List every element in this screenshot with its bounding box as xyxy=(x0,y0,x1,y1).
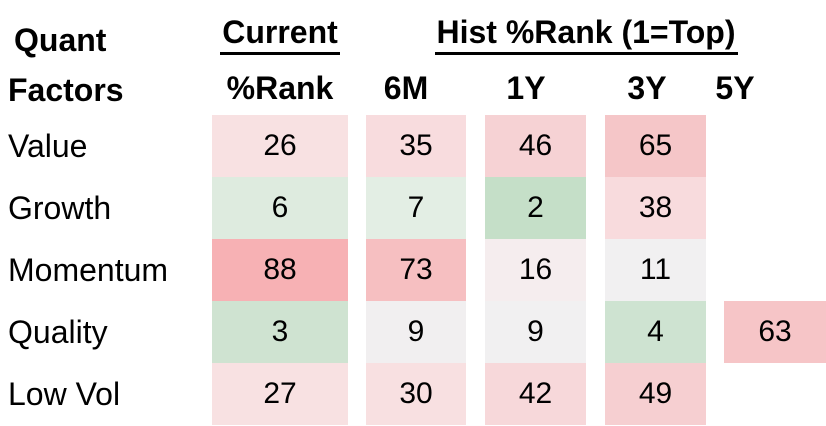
heatmap-cell-growth-1y: 2 xyxy=(485,177,586,239)
heatmap-cell-quality-5y: 63 xyxy=(724,301,826,363)
heatmap-cell-momentum-3y: 11 xyxy=(605,239,706,301)
heatmap-cell-value-6m: 35 xyxy=(366,115,466,177)
heatmap-cell-momentum-1y: 16 xyxy=(485,239,586,301)
heatmap-cell-value-current-rank: 26 xyxy=(212,115,348,177)
column-header-3y: 3Y xyxy=(627,70,667,106)
current-percent-rank-header: %Rank xyxy=(226,70,334,106)
heatmap-cell-low-vol-6m: 30 xyxy=(366,363,466,425)
heatmap-cell-quality-current-rank: 3 xyxy=(212,301,348,363)
hist-group-header: Hist %Rank (1=Top) xyxy=(366,14,806,55)
column-header-6m: 6M xyxy=(383,70,429,106)
row-label-quality: Quality xyxy=(8,314,108,350)
column-header-5y: 5Y xyxy=(715,70,755,106)
heatmap-cell-quality-1y: 9 xyxy=(485,301,586,363)
heatmap-cell-momentum-6m: 73 xyxy=(366,239,466,301)
current-group-header: Current xyxy=(212,14,348,55)
heatmap-cell-low-vol-3y: 49 xyxy=(605,363,706,425)
column-header-1y: 1Y xyxy=(506,70,546,106)
heatmap-cell-low-vol-current-rank: 27 xyxy=(212,363,348,425)
current-group-label: Current xyxy=(220,14,340,55)
row-label-momentum: Momentum xyxy=(8,252,169,288)
heatmap-cell-quality-3y: 4 xyxy=(605,301,706,363)
heatmap-cell-growth-current-rank: 6 xyxy=(212,177,348,239)
row-label-low-vol: Low Vol xyxy=(8,376,121,412)
heatmap-cell-growth-3y: 38 xyxy=(605,177,706,239)
row-label-growth: Growth xyxy=(8,190,112,226)
hist-group-label: Hist %Rank (1=Top) xyxy=(434,14,738,55)
heatmap-cell-value-1y: 46 xyxy=(485,115,586,177)
table-title-line2: Factors xyxy=(8,72,124,108)
heatmap-cell-growth-6m: 7 xyxy=(366,177,466,239)
row-label-value: Value xyxy=(8,128,88,164)
heatmap-cell-quality-6m: 9 xyxy=(366,301,466,363)
heatmap-cell-momentum-current-rank: 88 xyxy=(212,239,348,301)
heatmap-cell-value-3y: 65 xyxy=(605,115,706,177)
heatmap-cell-low-vol-1y: 42 xyxy=(485,363,586,425)
table-title-line1: Quant xyxy=(14,22,107,58)
